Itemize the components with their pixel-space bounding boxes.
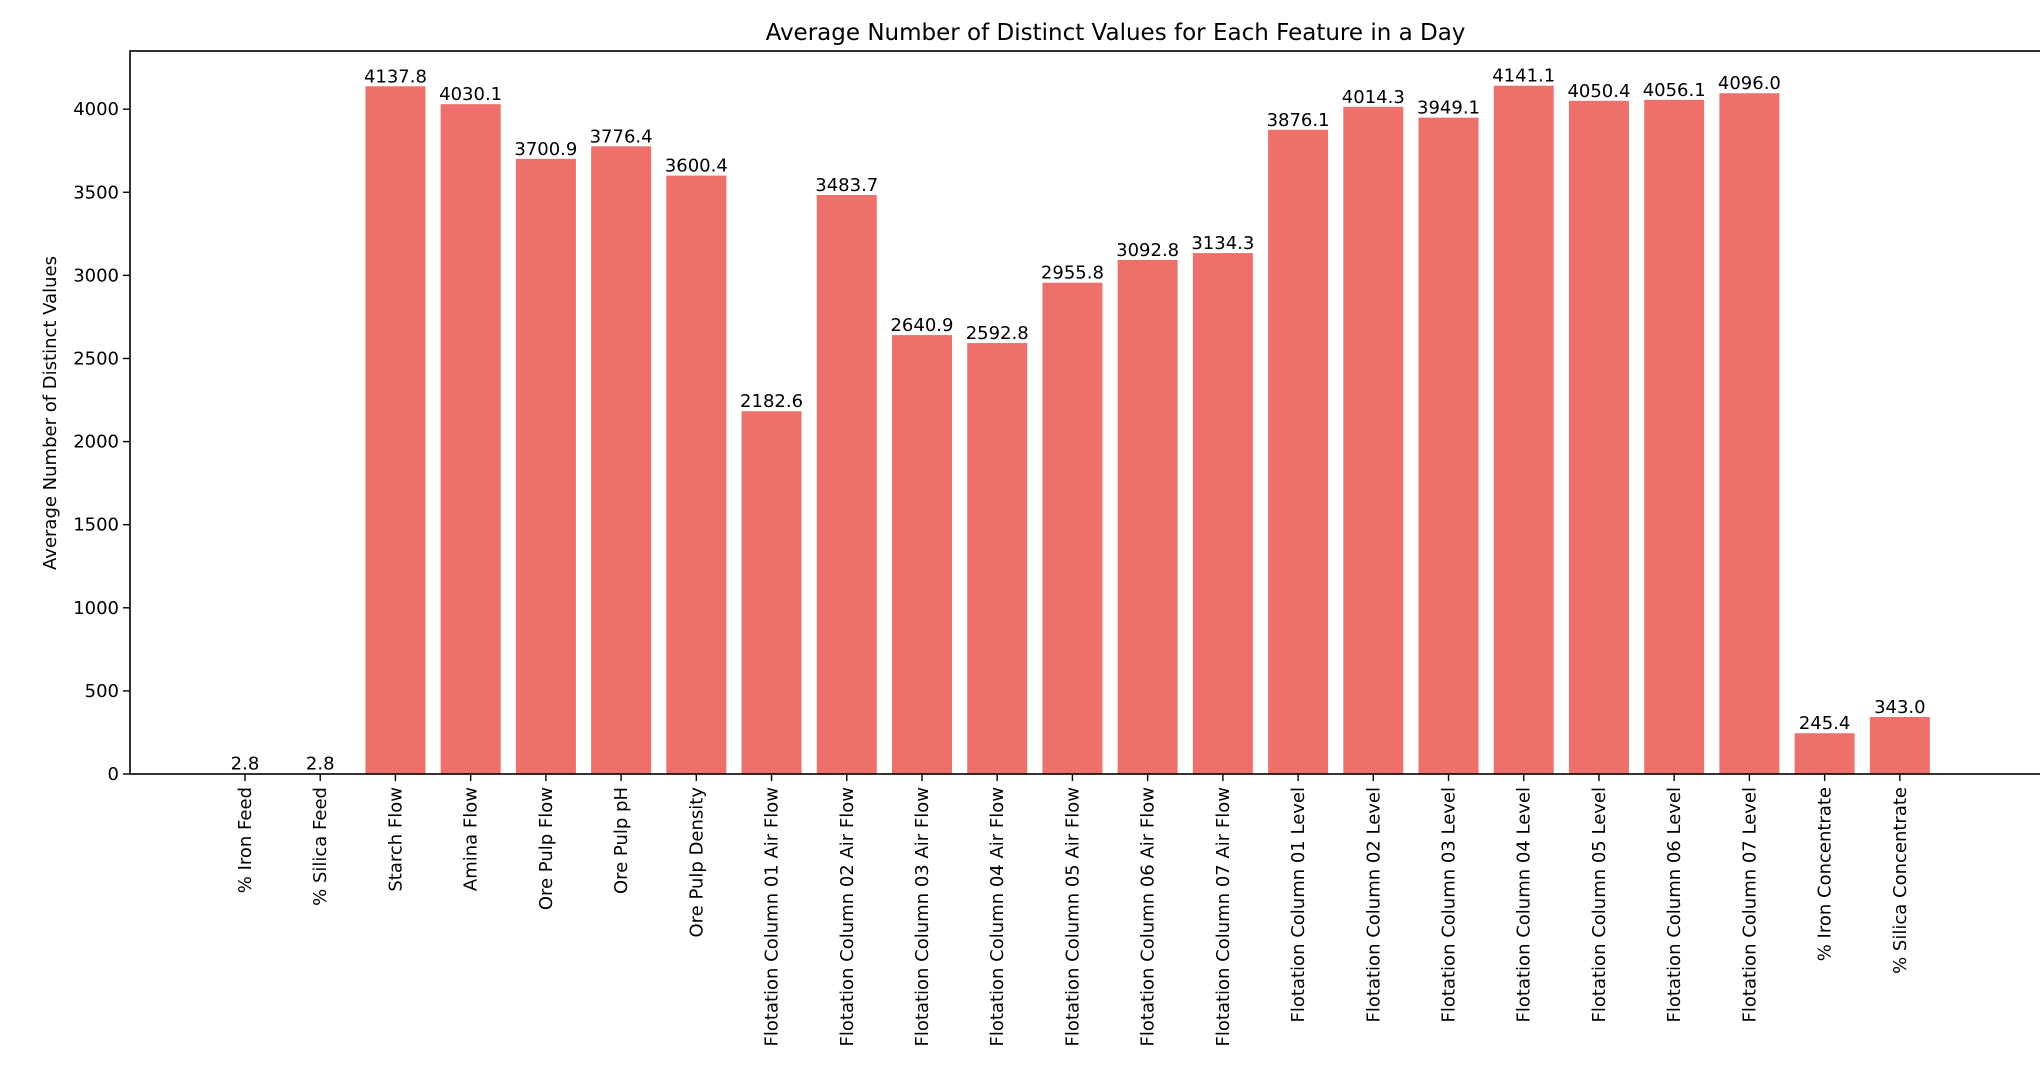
- x-tick-label: Flotation Column 02 Level: [1363, 787, 1384, 1022]
- bar: [1869, 716, 1930, 774]
- bar: [1343, 106, 1404, 775]
- bar-value-label: 3483.7: [815, 175, 878, 196]
- bar-value-label: 4056.1: [1643, 80, 1706, 101]
- bar-value-label: 4141.1: [1492, 66, 1555, 87]
- bar-value-label: 4096.0: [1718, 73, 1781, 94]
- bar-value-label: 3876.1: [1267, 110, 1330, 131]
- bar-value-label: 3776.4: [590, 126, 653, 147]
- bar-value-label: 4137.8: [364, 66, 427, 87]
- bar-value-label: 3949.1: [1417, 98, 1480, 119]
- bar: [1794, 733, 1855, 774]
- bar-value-label: 4050.4: [1567, 81, 1630, 102]
- bar-value-label: 4014.3: [1342, 87, 1405, 108]
- x-tick-label: Flotation Column 01 Air Flow: [762, 787, 783, 1046]
- bar-value-label: 2955.8: [1041, 263, 1104, 284]
- value-labels-group: 2.8 2.8 4137.8 4030.1 3700.9 3776.4 3600.4 2182…: [231, 66, 1926, 775]
- x-tick-label: Amina Flow: [461, 787, 482, 891]
- x-tick-label: Flotation Column 07 Air Flow: [1213, 787, 1234, 1046]
- bar-value-label: 3134.3: [1191, 233, 1254, 254]
- bar-value-label: 4030.1: [439, 84, 502, 105]
- bar: [440, 104, 501, 775]
- x-tick-label: Ore Pulp Flow: [536, 787, 557, 910]
- x-tick-label: % Silica Concentrate: [1890, 787, 1911, 974]
- bar-value-label: 3700.9: [514, 139, 577, 160]
- y-tick-label: 3000: [73, 265, 119, 286]
- bar: [1568, 100, 1629, 775]
- x-tick-label: Flotation Column 06 Level: [1664, 787, 1685, 1022]
- bar-value-label: 245.4: [1799, 713, 1851, 734]
- x-tick-label: Ore Pulp Density: [686, 787, 707, 938]
- bar-value-label: 2592.8: [966, 323, 1029, 344]
- y-axis-label: Average Number of Distinct Values: [40, 256, 61, 570]
- x-tick-label: Flotation Column 07 Level: [1739, 787, 1760, 1022]
- bar-value-label: 2.8: [231, 754, 260, 775]
- bar: [1719, 93, 1780, 775]
- bar: [741, 411, 802, 774]
- chart-title: Average Number of Distinct Values for Ea…: [766, 20, 1466, 46]
- bar-value-label: 2640.9: [890, 315, 953, 336]
- bar-value-label: 2.8: [306, 754, 335, 775]
- x-tick-label: Flotation Column 04 Air Flow: [987, 787, 1008, 1046]
- y-tick-label: 3500: [73, 182, 119, 203]
- bar: [891, 335, 952, 774]
- y-tick-label: 4000: [73, 99, 119, 120]
- bar-value-label: 3600.4: [665, 156, 728, 177]
- plot-frame: [129, 50, 2040, 775]
- bar-value-label: 343.0: [1874, 697, 1926, 718]
- bar: [1268, 129, 1329, 774]
- x-tick-label: % Silica Feed: [310, 787, 331, 906]
- x-tick-label: Flotation Column 03 Level: [1439, 787, 1460, 1022]
- x-tick-label: Flotation Column 03 Air Flow: [912, 787, 933, 1046]
- bar: [967, 343, 1028, 774]
- bar: [816, 194, 877, 775]
- x-tick-label: Flotation Column 02 Air Flow: [837, 787, 858, 1046]
- bars-group: [215, 85, 1930, 775]
- y-tick-label: 1000: [73, 598, 119, 619]
- x-axis-ticks: % Iron Feed % Silica Feed Starch Flow Amina…: [235, 774, 1911, 1046]
- bar: [515, 158, 576, 774]
- bar-value-label: 2182.6: [740, 391, 803, 412]
- x-tick-label: Flotation Column 01 Level: [1288, 787, 1309, 1022]
- y-tick-label: 1500: [73, 515, 119, 536]
- x-tick-label: % Iron Feed: [235, 787, 256, 893]
- x-tick-label: Flotation Column 05 Level: [1589, 787, 1610, 1022]
- x-tick-label: Flotation Column 05 Air Flow: [1062, 787, 1083, 1046]
- bar: [1042, 282, 1103, 774]
- bar: [591, 146, 652, 775]
- y-axis-ticks: 0 500 1000 1500 2000 2500 3000 3500 4000: [73, 99, 130, 785]
- bar: [1192, 253, 1253, 774]
- x-tick-label: Flotation Column 06 Air Flow: [1138, 787, 1159, 1046]
- y-tick-label: 2000: [73, 432, 119, 453]
- x-tick-label: Flotation Column 04 Level: [1514, 787, 1535, 1022]
- bar: [1117, 259, 1178, 775]
- bar: [1493, 85, 1554, 775]
- y-tick-label: 2500: [73, 348, 119, 369]
- x-tick-label: Ore Pulp pH: [611, 787, 632, 894]
- y-tick-label: 0: [108, 764, 119, 785]
- bar: [1418, 117, 1479, 774]
- y-tick-label: 500: [85, 681, 119, 702]
- bar-value-label: 3092.8: [1116, 240, 1179, 261]
- x-tick-label: Starch Flow: [385, 787, 406, 892]
- bar: [365, 86, 426, 774]
- bar: [666, 175, 727, 775]
- bar: [1644, 99, 1705, 775]
- x-tick-label: % Iron Concentrate: [1815, 787, 1836, 961]
